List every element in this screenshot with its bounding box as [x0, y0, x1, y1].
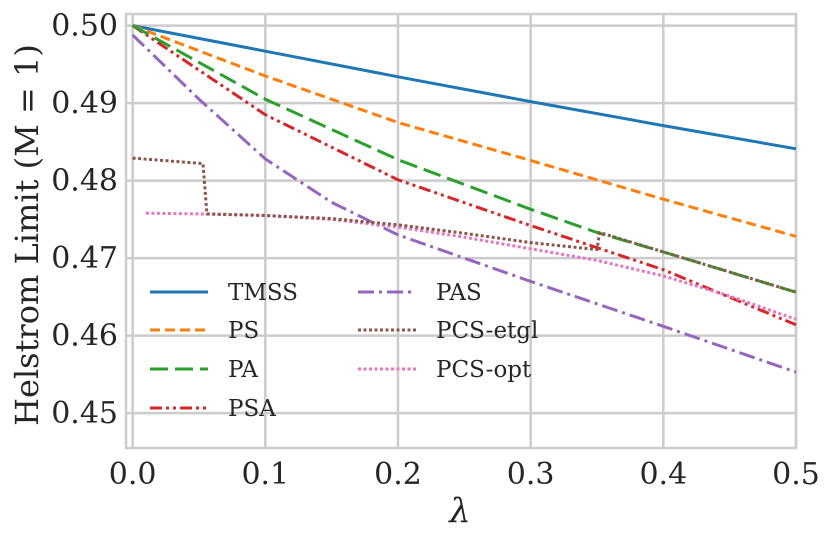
y-tick-label: 0.48: [51, 164, 118, 199]
series-line-psa: [131, 24, 797, 327]
legend-label-pcs-etgl: PCS-etgl: [436, 318, 538, 344]
x-tick-label: 0.0: [109, 457, 157, 492]
series-line-pcs-etgl: [132, 156, 797, 294]
legend-label-tmss: TMSS: [228, 280, 298, 306]
y-tick-label: 0.50: [51, 9, 118, 44]
legend-label-pcs-opt: PCS-opt: [436, 357, 532, 383]
plot-frame: [124, 12, 798, 450]
series-layer: [131, 24, 797, 374]
y-tick-labels: 0.45 0.46 0.47 0.48 0.49 0.50: [51, 9, 118, 432]
legend-label-psa: PSA: [228, 396, 276, 422]
legend-label-pas: PAS: [436, 280, 482, 306]
x-tick-label: 0.4: [639, 457, 687, 492]
legend: TMSS PS PA PSA PAS PCS-etgl PCS-opt: [150, 280, 538, 422]
series-line-tmss: [132, 24, 797, 151]
legend-label-pa: PA: [228, 357, 258, 383]
y-tick-label: 0.49: [51, 86, 118, 121]
series-line-pcs-opt: [145, 211, 797, 321]
legend-label-ps: PS: [228, 318, 259, 344]
x-tick-label: 0.2: [374, 457, 422, 492]
y-axis-label: Helstrom Limit (M = 1): [8, 44, 46, 426]
y-tick-label: 0.45: [51, 396, 118, 431]
x-tick-labels: 0.0 0.1 0.2 0.3 0.4 0.5: [109, 457, 820, 492]
series-line-pa: [131, 24, 797, 294]
series-line-pas: [131, 33, 797, 374]
y-tick-label: 0.47: [51, 241, 118, 276]
x-tick-label: 0.5: [772, 457, 820, 492]
series-line-ps: [132, 24, 797, 238]
y-tick-label: 0.46: [51, 319, 118, 354]
x-tick-label: 0.1: [241, 457, 289, 492]
x-axis-label: λ: [447, 491, 471, 531]
x-tick-label: 0.3: [507, 457, 555, 492]
